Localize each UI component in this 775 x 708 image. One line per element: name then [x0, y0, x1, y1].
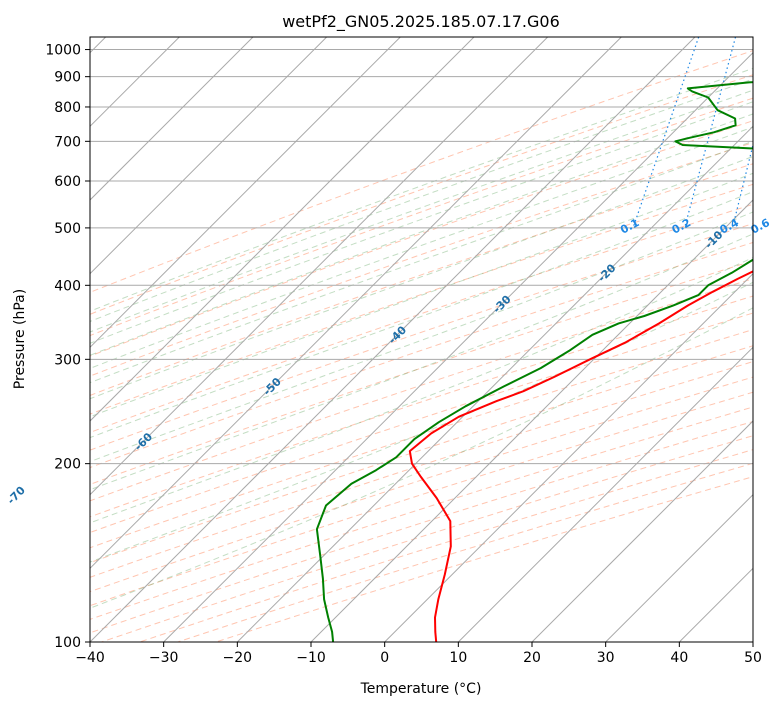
y-tick-label: 600 — [54, 174, 81, 190]
x-tick-label: −10 — [296, 650, 326, 666]
y-tick-label: 1000 — [45, 43, 81, 59]
moist-adiabat — [90, 67, 753, 312]
y-tick-label: 500 — [54, 221, 81, 237]
dry-adiabat — [90, 391, 753, 607]
y-tick-label: 800 — [54, 100, 81, 116]
isotherm-line — [605, 493, 753, 642]
x-tick-label: 0 — [380, 650, 389, 666]
dry-adiabat — [90, 50, 753, 293]
isotherm-line — [531, 420, 753, 642]
sounding-profiles — [315, 81, 753, 642]
isotherm-line — [457, 346, 753, 642]
dry-adiabat — [90, 183, 753, 415]
y-tick-label: 700 — [54, 134, 81, 150]
isotherm-line — [90, 37, 254, 201]
isotherm-line — [236, 125, 753, 642]
y-tick-label: 300 — [54, 352, 81, 368]
axes: −40 −30 −20 −10 0 10 20 30 40 50 100 200 300 400 500 60… — [45, 43, 762, 666]
x-tick-label: −30 — [149, 650, 179, 666]
y-tick-label: 400 — [54, 278, 81, 294]
dry-adiabat — [90, 74, 753, 315]
dry-adiabat — [90, 142, 753, 377]
dry-adiabat — [90, 223, 753, 451]
isotherm-line — [90, 37, 549, 496]
x-axis-label: Temperature (°C) — [360, 681, 482, 697]
x-tick-label: 30 — [597, 650, 615, 666]
dry-adiabat — [90, 278, 753, 502]
dry-adiabat — [90, 97, 753, 337]
isotherm-line — [384, 272, 753, 642]
x-tick-label: 10 — [449, 650, 467, 666]
dry-adiabat — [90, 361, 753, 578]
isotherm-line — [90, 37, 328, 275]
isotherm-line — [90, 37, 622, 570]
isotherm-line — [90, 37, 696, 642]
temperature-profile-line — [408, 270, 753, 642]
y-tick-label: 200 — [54, 457, 81, 473]
moist-adiabat — [90, 256, 753, 524]
y-tick-label: 900 — [54, 70, 81, 86]
isotherm-line — [163, 51, 753, 642]
dry-adiabat — [90, 163, 753, 396]
chart-title: wetPf2_GN05.2025.185.07.17.G06 — [282, 12, 560, 32]
x-tick-label: 40 — [670, 650, 688, 666]
y-tick-label: 100 — [54, 635, 81, 651]
moist-adiabat — [90, 172, 753, 418]
moist-adiabat — [90, 233, 753, 491]
moist-adiabat — [90, 89, 753, 333]
isotherm-line — [90, 37, 401, 349]
x-tick-label: −20 — [223, 650, 253, 666]
dewpoint-profile-line — [315, 81, 753, 642]
x-tick-label: 50 — [744, 650, 762, 666]
moist-adiabat — [90, 155, 753, 400]
isotherm-line — [310, 199, 753, 642]
moist-adiabat — [90, 78, 753, 323]
moist-adiabat — [90, 211, 753, 463]
x-tick-label: −40 — [75, 650, 105, 666]
plot-frame — [89, 36, 754, 643]
isotherm-line — [90, 37, 475, 422]
x-tick-label: 20 — [523, 650, 541, 666]
y-axis-label: Pressure (hPa) — [12, 289, 28, 389]
moist-adiabat — [90, 113, 753, 356]
dry-adiabat — [90, 329, 753, 549]
mixing-ratio-line — [684, 37, 737, 229]
moist-adiabat — [90, 191, 753, 439]
moist-adiabat — [90, 101, 753, 344]
